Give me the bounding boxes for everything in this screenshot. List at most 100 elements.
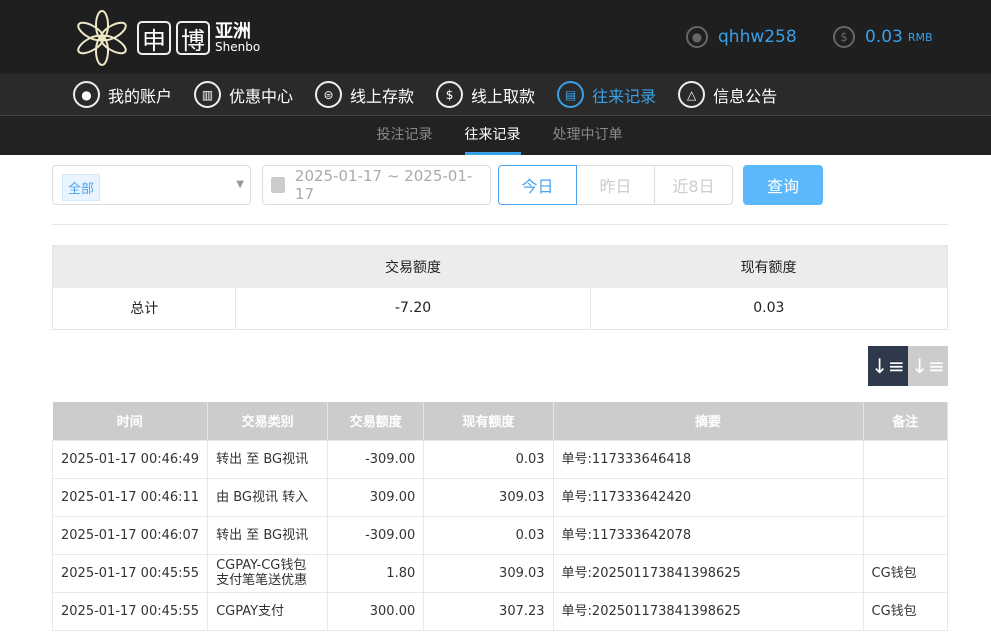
user-account[interactable]: ● qhhw258 xyxy=(686,26,797,48)
table-row: 2025-01-17 00:46:49 转出 至 BG视讯 -309.00 0.03 单… xyxy=(51,439,949,479)
withdraw-icon: $ xyxy=(436,81,464,108)
bell-icon: △ xyxy=(678,81,706,108)
summary-amount: -7.20 xyxy=(235,287,591,330)
cell-note: CG钱包 xyxy=(862,553,949,593)
cell-type: 转出 至 BG视讯 xyxy=(207,439,329,479)
sort-desc-icon[interactable]: ↓≡ xyxy=(868,346,908,386)
type-tag: 全部 xyxy=(62,174,101,201)
summary-label: 总计 xyxy=(51,287,236,330)
cell-note xyxy=(862,515,949,555)
cell-amount: 309.00 xyxy=(327,477,425,517)
nav-item-3[interactable]: $ 线上取款 xyxy=(436,81,535,108)
column-header: 时间 xyxy=(52,402,209,440)
cell-note xyxy=(862,477,949,517)
balance: $0.03 RMB xyxy=(833,26,933,48)
user-icon: ● xyxy=(73,81,100,108)
yesterday-button[interactable]: 昨日 xyxy=(576,165,655,205)
search-button[interactable]: 查询 xyxy=(743,165,823,205)
cell-time: 2025-01-17 00:46:11 xyxy=(51,477,209,517)
table-row: 2025-01-17 00:46:07 转出 至 BG视讯 -309.00 0.03 单… xyxy=(51,515,949,555)
filter-bar: 全部 ▼ 2025-01-17 ~ 2025-01-17 今日 昨日 近8日 查询 xyxy=(52,165,823,205)
column-header: 交易类别 xyxy=(207,402,329,440)
nav-label: 线上取款 xyxy=(471,86,536,106)
tab-transactions[interactable]: 往来记录 xyxy=(464,116,521,155)
tab-bet-records[interactable]: 投注记录 xyxy=(376,127,433,143)
nav-label: 我的账户 xyxy=(108,86,173,106)
summary-balance: 0.03 xyxy=(589,287,948,330)
sort-buttons: ↓≡ ↓≡ xyxy=(868,346,948,386)
logo-char: 博 xyxy=(176,21,210,55)
column-header: 现有额度 xyxy=(423,402,554,440)
cell-type: CGPAY-CG钱包支付笔笔送优惠 xyxy=(207,553,329,593)
nav-item-5[interactable]: △ 信息公告 xyxy=(678,81,777,108)
column-header: 交易额度 xyxy=(327,402,425,440)
date-range-input[interactable]: 2025-01-17 ~ 2025-01-17 xyxy=(262,165,491,205)
cell-time: 2025-01-17 00:46:07 xyxy=(51,515,209,555)
cell-amount: 1.80 xyxy=(327,553,425,593)
summary-table: 交易额度 现有额度 总计 -7.20 0.03 xyxy=(51,245,948,330)
sub-nav: 投注记录 往来记录 处理中订单 xyxy=(0,116,991,155)
cell-summary: 单号:117333642420 xyxy=(552,477,864,517)
cell-amount: 300.00 xyxy=(327,591,425,631)
last-8-days-button[interactable]: 近8日 xyxy=(654,165,733,205)
cell-time: 2025-01-17 00:46:49 xyxy=(51,439,209,479)
sort-asc-icon[interactable]: ↓≡ xyxy=(908,346,948,386)
summary-header: 现有额度 xyxy=(590,245,948,288)
nav-label: 线上存款 xyxy=(350,86,415,106)
calendar-icon xyxy=(271,177,285,193)
deposit-icon: ⊜ xyxy=(315,81,343,108)
cell-type: 转出 至 BG视讯 xyxy=(207,515,329,555)
cell-summary: 单号:202501173841398625 xyxy=(552,591,864,631)
cell-time: 2025-01-17 00:45:55 xyxy=(51,591,209,631)
table-row: 2025-01-17 00:46:11 由 BG视讯 转入 309.00 309.03… xyxy=(51,477,949,517)
username: qhhw258 xyxy=(718,27,797,47)
quick-range: 今日 昨日 近8日 xyxy=(498,165,733,205)
currency: RMB xyxy=(907,30,933,44)
cell-summary: 单号:202501173841398625 xyxy=(552,553,864,593)
header: 申 博 亚洲 Shenbo ● qhhw258 $0.03 RMB xyxy=(0,0,991,74)
caret-down-icon: ▼ xyxy=(236,179,244,190)
transaction-table: 时间 交易类别 交易额度 现有额度 摘要 备注 2025-01-17 00:46:49 转出… xyxy=(51,402,949,631)
nav-item-2[interactable]: ⊜ 线上存款 xyxy=(315,81,414,108)
nav-label: 往来记录 xyxy=(592,86,657,106)
cell-type: 由 BG视讯 转入 xyxy=(207,477,329,517)
cell-balance: 0.03 xyxy=(423,439,554,479)
column-header: 备注 xyxy=(863,402,949,440)
gift-icon: ▥ xyxy=(194,81,222,108)
column-header: 摘要 xyxy=(553,402,864,440)
main-nav: ● 我的账户 ▥ 优惠中心 ⊜ 线上存款 $ 线上取款 ▤ 往来记录 △ 信息公告 xyxy=(0,74,991,116)
nav-item-0[interactable]: ● 我的账户 xyxy=(73,81,172,108)
logo[interactable]: 申 博 亚洲 Shenbo xyxy=(72,8,260,68)
dollar-icon: $ xyxy=(833,26,855,48)
cell-balance: 309.03 xyxy=(423,477,554,517)
balance-value: 0.03 xyxy=(865,27,903,47)
table-row: 2025-01-17 00:45:55 CGPAY-CG钱包支付笔笔送优惠 1.80… xyxy=(51,553,949,593)
summary-header xyxy=(52,245,236,288)
brand-name: 亚洲 xyxy=(215,21,251,42)
tab-pending-orders[interactable]: 处理中订单 xyxy=(552,127,623,143)
cell-balance: 307.23 xyxy=(423,591,554,631)
nav-label: 优惠中心 xyxy=(229,86,294,106)
cell-balance: 309.03 xyxy=(423,553,554,593)
cell-note xyxy=(862,439,949,479)
type-select[interactable]: 全部 ▼ xyxy=(52,165,251,205)
brand-sub: Shenbo xyxy=(215,40,261,54)
cell-time: 2025-01-17 00:45:55 xyxy=(51,553,209,593)
cell-amount: -309.00 xyxy=(327,439,425,479)
flower-logo-icon xyxy=(77,10,127,66)
user-icon: ● xyxy=(686,26,708,48)
record-icon: ▤ xyxy=(557,81,585,108)
nav-item-1[interactable]: ▥ 优惠中心 xyxy=(194,81,293,108)
date-range-value: 2025-01-17 ~ 2025-01-17 xyxy=(294,167,473,203)
cell-type: CGPAY支付 xyxy=(207,591,329,631)
cell-summary: 单号:117333642078 xyxy=(552,515,864,555)
cell-summary: 单号:117333646418 xyxy=(552,439,864,479)
cell-amount: -309.00 xyxy=(327,515,425,555)
nav-label: 信息公告 xyxy=(713,86,778,106)
summary-header: 交易额度 xyxy=(235,245,591,288)
table-row: 2025-01-17 00:45:55 CGPAY支付 300.00 307.23 单号… xyxy=(51,591,949,631)
nav-item-4[interactable]: ▤ 往来记录 xyxy=(557,81,656,108)
divider xyxy=(52,224,948,225)
logo-char: 申 xyxy=(137,21,171,55)
today-button[interactable]: 今日 xyxy=(498,165,577,205)
